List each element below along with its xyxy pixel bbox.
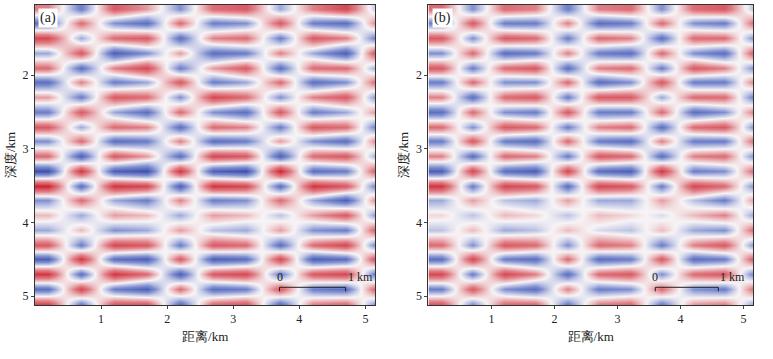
svg-text:4: 4 xyxy=(23,216,29,230)
svg-text:(a): (a) xyxy=(40,10,56,26)
svg-text:(b): (b) xyxy=(434,10,451,26)
svg-text:2: 2 xyxy=(164,312,170,326)
svg-text:5: 5 xyxy=(416,289,422,303)
svg-text:2: 2 xyxy=(416,68,422,82)
svg-text:4: 4 xyxy=(296,312,302,326)
svg-text:5: 5 xyxy=(741,312,747,326)
svg-text:2: 2 xyxy=(551,312,557,326)
svg-text:3: 3 xyxy=(23,142,29,156)
svg-text:2: 2 xyxy=(23,68,29,82)
svg-text:1 km: 1 km xyxy=(348,270,373,284)
svg-text:3: 3 xyxy=(615,312,621,326)
svg-text:4: 4 xyxy=(416,216,422,230)
svg-text:5: 5 xyxy=(362,312,368,326)
svg-text:4: 4 xyxy=(678,312,684,326)
svg-text:3: 3 xyxy=(416,142,422,156)
svg-text:5: 5 xyxy=(23,289,29,303)
svg-text:0: 0 xyxy=(277,270,283,284)
svg-text:深度/km: 深度/km xyxy=(396,132,411,178)
svg-text:深度/km: 深度/km xyxy=(3,132,18,178)
svg-text:3: 3 xyxy=(230,312,236,326)
svg-text:1: 1 xyxy=(98,312,104,326)
svg-text:距离/km: 距离/km xyxy=(568,329,614,344)
svg-text:距离/km: 距离/km xyxy=(182,329,228,344)
svg-text:1 km: 1 km xyxy=(720,270,745,284)
svg-text:1: 1 xyxy=(488,312,494,326)
svg-text:0: 0 xyxy=(652,270,658,284)
